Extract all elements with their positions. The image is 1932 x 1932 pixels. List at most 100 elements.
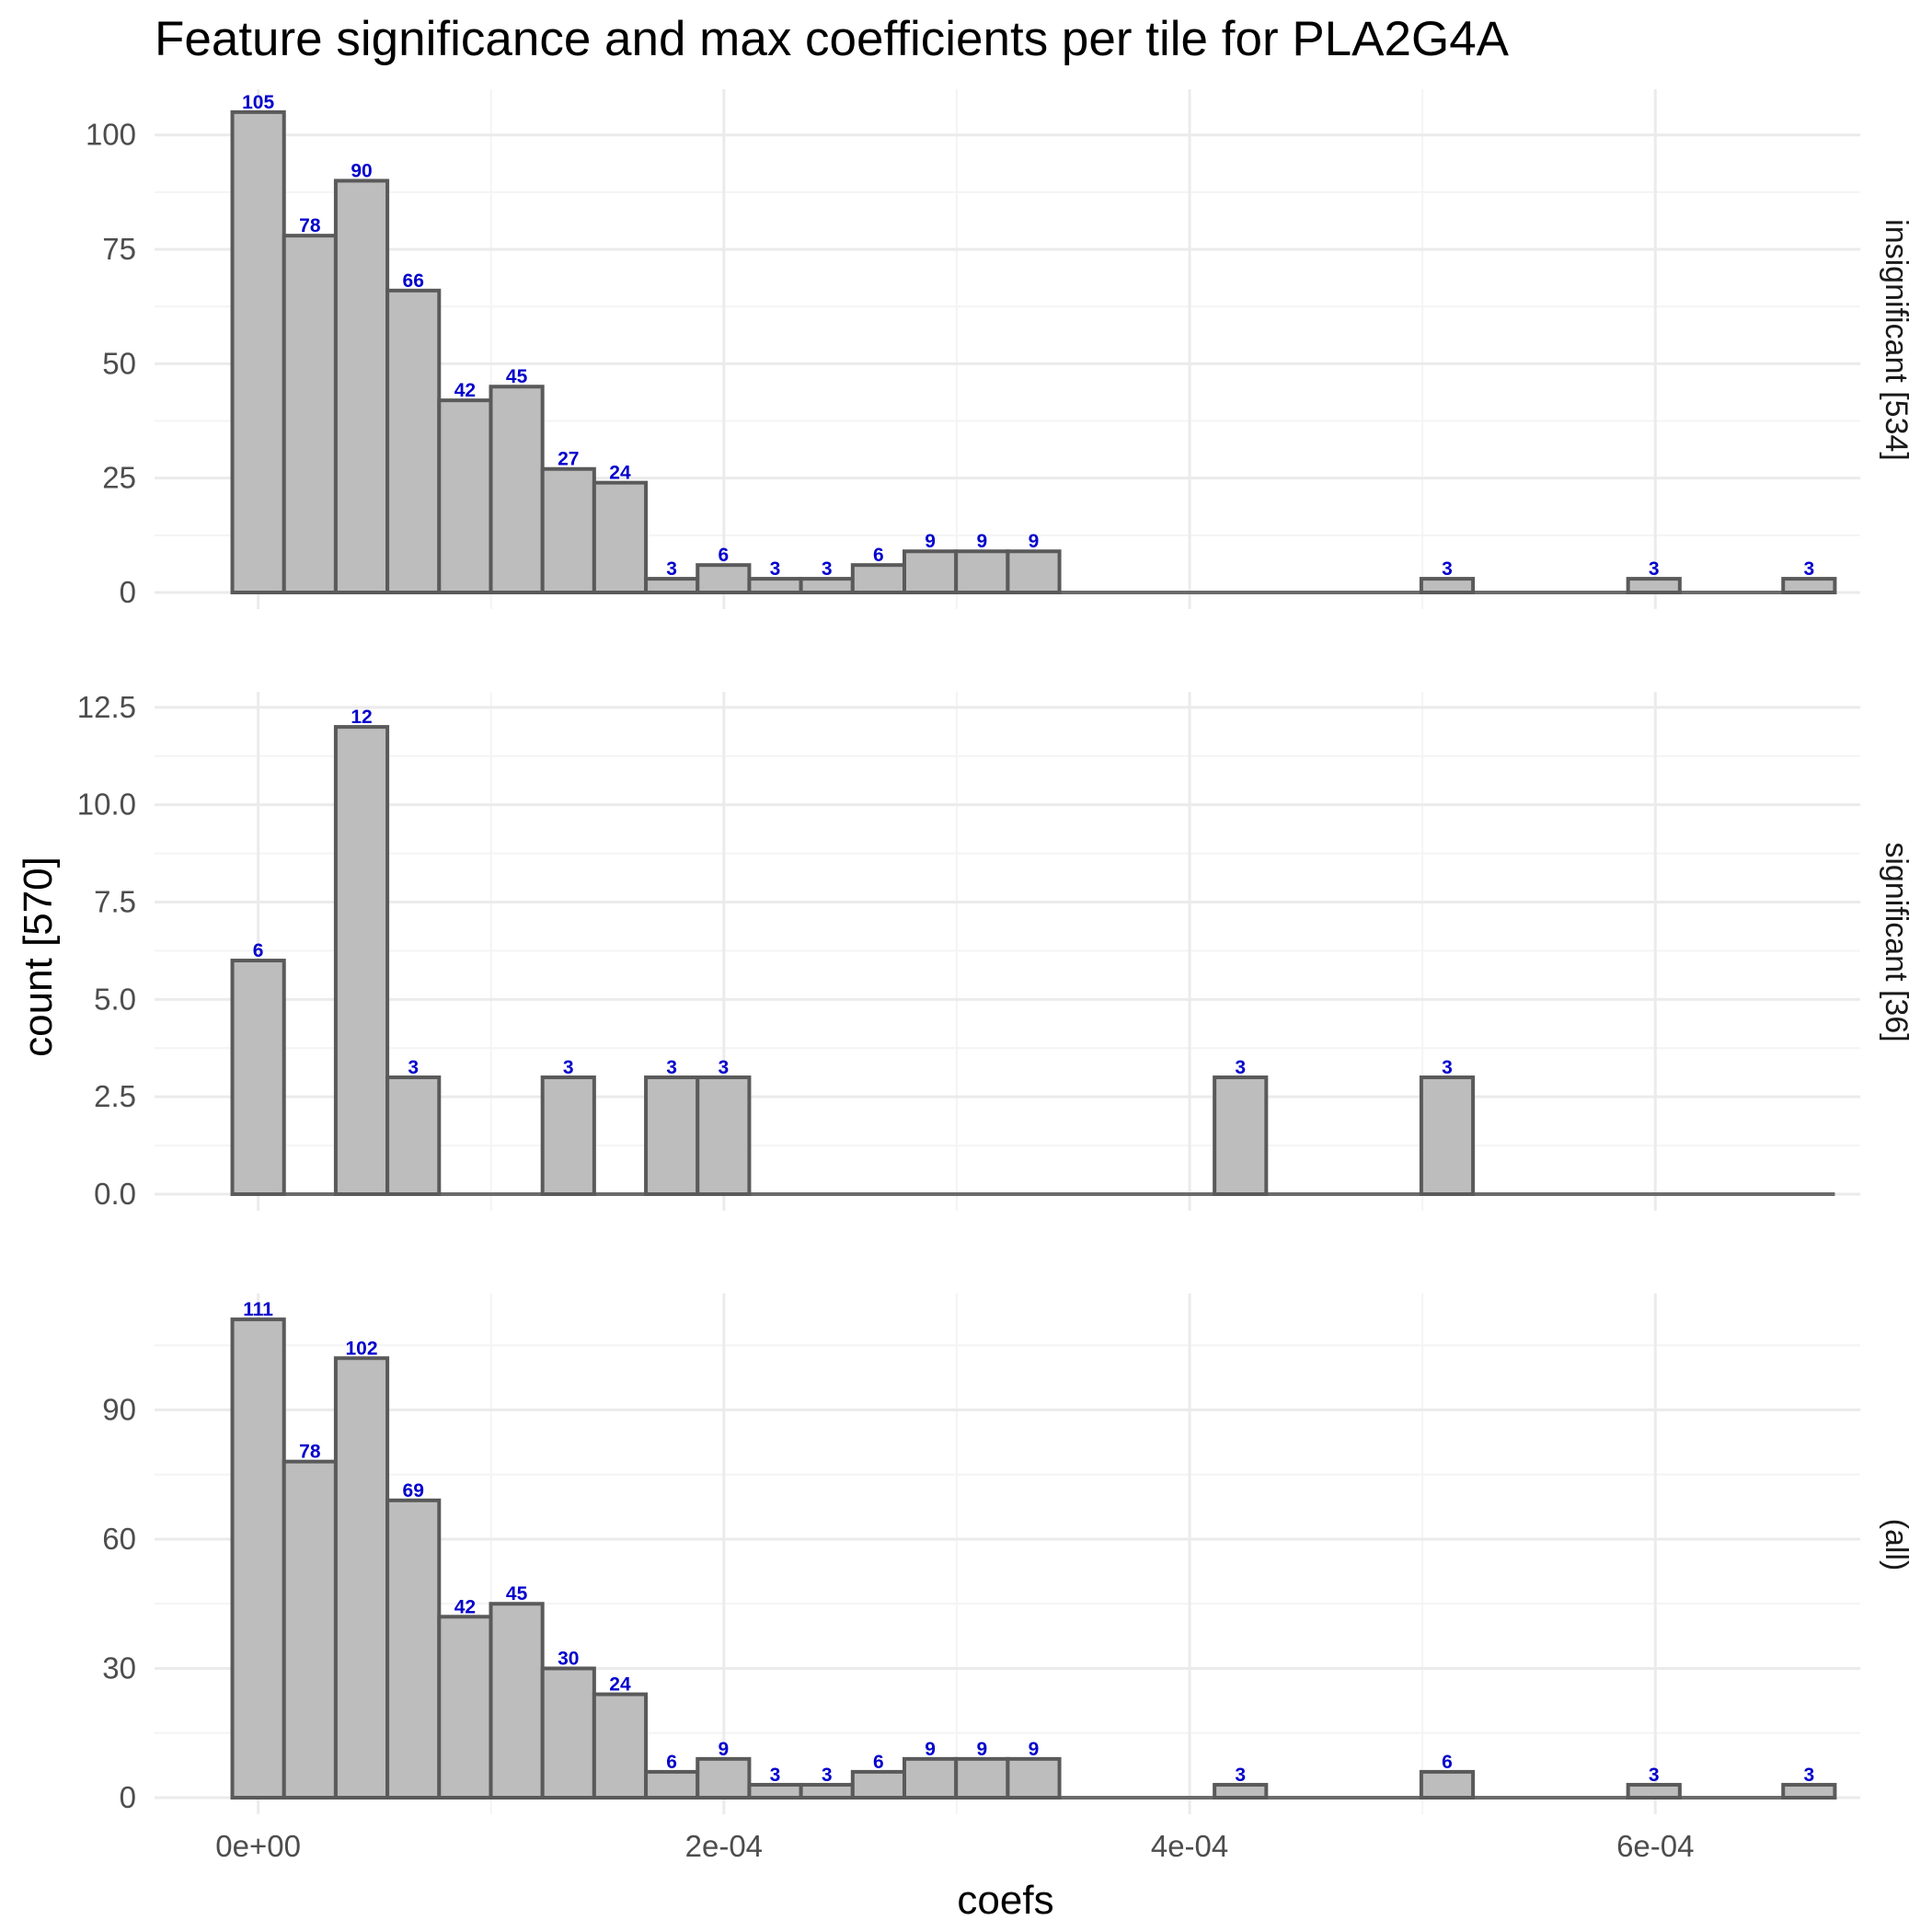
y-tick-label: 12.5 (77, 690, 136, 724)
y-tick-label: 25 (102, 461, 136, 495)
facet-panel-1: 0 25 50 75 100 105 78 90 66 42 45 27 24 3 6 3 3 6 9 9 9 3 3 3 in… (86, 89, 1914, 609)
histogram-bar (747, 1782, 803, 1800)
bar-count-label: 111 (243, 1299, 273, 1320)
histogram-bar (385, 288, 442, 594)
bar-count-label: 3 (1235, 1057, 1246, 1078)
bar-count-label: 3 (770, 1765, 781, 1786)
bar-count-label: 3 (666, 558, 677, 580)
bar-count-label: 3 (1442, 1057, 1453, 1078)
chart-title: Feature significance and max coefficient… (155, 12, 1510, 66)
bar-count-label: 24 (609, 463, 631, 484)
y-tick-label: 50 (102, 346, 136, 380)
histogram-bar (437, 1615, 493, 1800)
histogram-bar (437, 398, 493, 594)
bar-count-label: 66 (403, 270, 424, 292)
bar-count-label: 90 (351, 160, 372, 181)
bar-count-label: 9 (925, 531, 936, 552)
histogram-bar (1419, 1769, 1476, 1800)
histogram-bar (954, 549, 1010, 595)
histogram-bar (1781, 577, 1837, 595)
histogram-bar (333, 725, 390, 1196)
bar-count-label: 6 (873, 545, 884, 566)
bar-count-label: 6 (1442, 1752, 1453, 1773)
histogram-bar (230, 109, 286, 594)
histogram-bar (333, 1356, 390, 1800)
histogram-bar (489, 1602, 545, 1800)
bar-count-label: 3 (563, 1057, 574, 1078)
histogram-bar (644, 577, 700, 595)
histogram-bar (903, 1756, 959, 1800)
bar-count-label: 6 (253, 940, 264, 961)
histogram-bar (1006, 1756, 1062, 1800)
bar-count-label: 9 (718, 1739, 729, 1760)
bar-count-label: 3 (1442, 558, 1453, 580)
y-tick-label: 100 (86, 118, 136, 152)
histogram-bar (230, 1317, 286, 1800)
x-axis-title: coefs (957, 1878, 1053, 1923)
facet-strip-label: significant [36] (1879, 842, 1914, 1041)
histogram-bar (385, 1498, 442, 1800)
bar-count-label: 3 (666, 1057, 677, 1078)
bar-count-label: 27 (558, 449, 579, 470)
y-tick-label: 30 (102, 1650, 136, 1685)
histogram-bar (1419, 577, 1476, 595)
bar-count-label: 9 (1029, 1739, 1040, 1760)
bar-count-label: 45 (506, 366, 528, 387)
histogram-bar (489, 385, 545, 594)
histogram-bar (747, 577, 803, 595)
bar-count-label: 3 (718, 1057, 729, 1078)
histogram-bar (644, 1769, 700, 1800)
bar-count-label: 42 (454, 380, 476, 401)
histogram-bar (696, 563, 752, 594)
bar-count-label: 69 (403, 1480, 424, 1501)
bar-count-label: 78 (299, 1442, 321, 1463)
histogram-bar (385, 1075, 442, 1197)
bar-count-label: 3 (822, 558, 833, 580)
bar-count-label: 45 (506, 1583, 528, 1604)
y-tick-label: 10.0 (77, 788, 136, 822)
y-tick-label: 60 (102, 1522, 136, 1556)
histogram-bar (540, 1075, 596, 1197)
bar-count-label: 9 (976, 1739, 987, 1760)
histogram-bar (1626, 1782, 1682, 1800)
histogram-bar (540, 466, 596, 594)
bar-count-label: 3 (770, 558, 781, 580)
bar-count-label: 6 (718, 545, 729, 566)
bar-count-label: 30 (558, 1648, 579, 1669)
histogram-bar (1419, 1075, 1476, 1197)
histogram-bar (1781, 1782, 1837, 1800)
facet-strip-label: insignificant [534] (1879, 219, 1914, 461)
bar-count-label: 9 (925, 1739, 936, 1760)
histogram-bar (850, 1769, 907, 1800)
y-tick-label: 0 (120, 575, 136, 609)
histogram-bar (1213, 1075, 1269, 1197)
histogram-bar (903, 549, 959, 595)
bar-count-label: 24 (609, 1674, 631, 1696)
y-tick-label: 2.5 (94, 1079, 136, 1113)
bar-count-label: 3 (1235, 1765, 1246, 1786)
histogram-bar (696, 1756, 752, 1800)
x-tick-label: 4e-04 (1151, 1829, 1228, 1863)
bar-count-label: 3 (822, 1765, 833, 1786)
y-tick-label: 5.0 (94, 982, 136, 1016)
histogram-bar (282, 1459, 338, 1800)
y-tick-label: 7.5 (94, 885, 136, 919)
bar-count-label: 3 (1803, 558, 1814, 580)
facet-strip-label: (all) (1879, 1519, 1914, 1571)
bar-count-label: 3 (408, 1057, 419, 1078)
histogram-bar (799, 577, 855, 595)
bar-count-label: 9 (976, 531, 987, 552)
histogram-bar (696, 1075, 752, 1197)
y-tick-label: 0.0 (94, 1177, 136, 1211)
bar-count-label: 6 (666, 1752, 677, 1773)
histogram-bar (540, 1666, 596, 1800)
x-tick-label: 6e-04 (1616, 1829, 1694, 1863)
histogram-bar (1213, 1782, 1269, 1800)
bar-count-label: 3 (1803, 1765, 1814, 1786)
bar-count-label: 42 (454, 1596, 476, 1617)
bar-count-label: 9 (1029, 531, 1040, 552)
y-tick-label: 0 (120, 1780, 136, 1814)
